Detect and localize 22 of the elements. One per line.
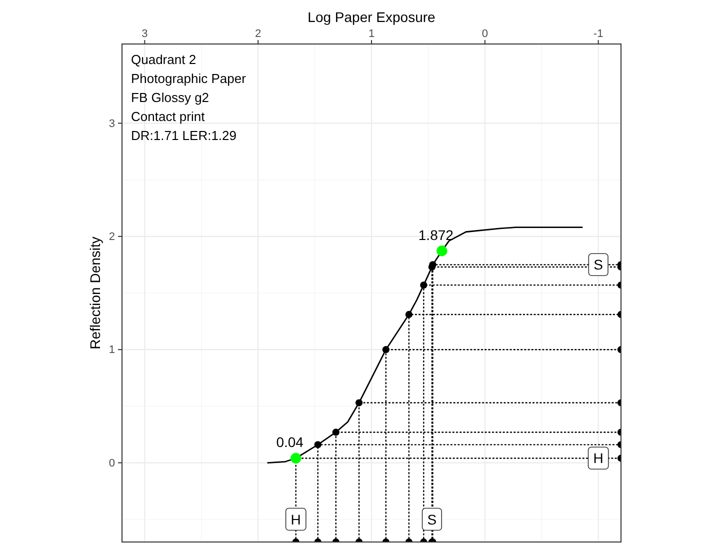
y-tick-label: 1 xyxy=(108,344,115,356)
annotation: S xyxy=(594,256,603,273)
data-label: 1.872 xyxy=(418,226,454,243)
annotation: Quadrant 2 xyxy=(131,52,196,67)
x-tick-label: 0 xyxy=(482,28,488,40)
annotation: S xyxy=(427,511,437,528)
annotation: FB Glossy g2 xyxy=(131,90,210,105)
x-axis-title: Log Paper Exposure xyxy=(308,9,436,25)
y-tick-label: 0 xyxy=(108,457,115,470)
annotation: Contact print xyxy=(131,109,206,124)
y-tick-label: 3 xyxy=(108,118,115,130)
x-tick-label: 2 xyxy=(255,28,262,40)
x-tick-label: 3 xyxy=(142,28,148,40)
annotation: DR:1.71 LER:1.29 xyxy=(131,128,237,143)
x-tick-label: -1 xyxy=(593,28,604,40)
data-label: 0.04 xyxy=(276,434,304,450)
y-axis-title: Reflection Density xyxy=(87,236,103,350)
annotation: H xyxy=(290,511,301,528)
annotation: H xyxy=(593,450,604,466)
x-tick-label: 1 xyxy=(368,28,375,40)
y-tick-label: 2 xyxy=(108,230,115,243)
annotation: Photographic Paper xyxy=(131,71,247,86)
